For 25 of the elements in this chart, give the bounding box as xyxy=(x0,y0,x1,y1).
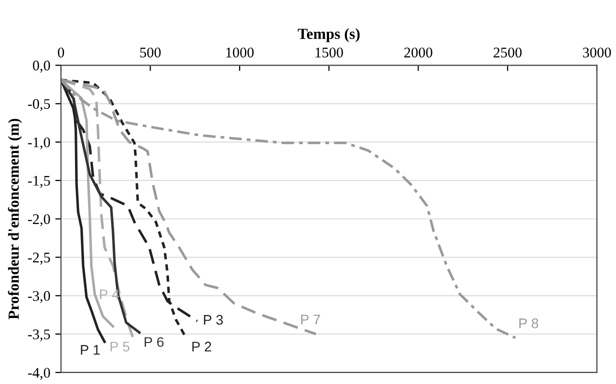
series-label: P 2 xyxy=(192,342,212,352)
y-tick-label: -1,5 xyxy=(28,176,50,188)
x-tick-label: 0 xyxy=(58,48,64,58)
series-label: P 7 xyxy=(301,314,320,324)
x-tick-label: 1000 xyxy=(226,48,254,58)
y-tick-label: -3,5 xyxy=(28,329,50,342)
y-axis-title: Profondeur d'enfoncement (m) xyxy=(8,118,22,320)
series-label: P 3 xyxy=(204,314,223,325)
x-tick-label: 1500 xyxy=(316,48,343,58)
y-tick-label: -3,0 xyxy=(28,291,50,303)
y-tick-label: 0,0 xyxy=(32,60,50,73)
series-label: P 6 xyxy=(144,337,164,347)
series-label: P 1 xyxy=(80,345,100,355)
y-tick-label: -4,0 xyxy=(28,368,50,380)
y-tick-label: -1,0 xyxy=(28,137,50,150)
x-tick-label: 2500 xyxy=(494,48,522,58)
y-tick-label: -2,0 xyxy=(28,214,50,226)
x-tick-label: 500 xyxy=(140,48,161,58)
series-label: P 8 xyxy=(519,318,538,328)
x-axis-title: Temps (s) xyxy=(298,28,360,42)
x-tick-label: 3000 xyxy=(583,48,611,58)
x-tick-label: 2000 xyxy=(404,48,432,58)
series-label: P 5 xyxy=(110,342,130,352)
y-tick-label: -2,5 xyxy=(28,252,50,265)
y-tick-label: -0,5 xyxy=(28,99,50,111)
